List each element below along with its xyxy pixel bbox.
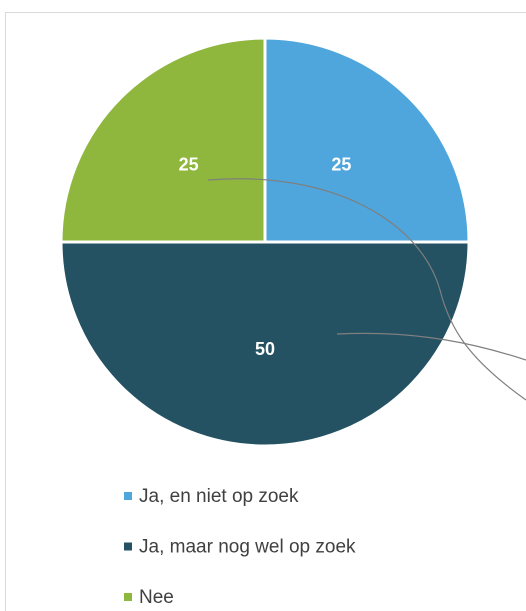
leader-line bbox=[336, 332, 526, 361]
data-label: 25 bbox=[331, 154, 351, 174]
legend-label: Ja, en niet op zoek bbox=[139, 486, 299, 507]
legend-label: Ja, maar nog wel op zoek bbox=[139, 537, 356, 558]
data-labels: 25 50 25 bbox=[179, 154, 352, 358]
pie-slice bbox=[59, 36, 267, 244]
legend-swatch bbox=[124, 593, 132, 601]
legend-swatch bbox=[124, 492, 132, 500]
pie-slice bbox=[263, 36, 471, 244]
pie bbox=[59, 36, 471, 448]
legend-swatch bbox=[124, 542, 132, 551]
legend-label: Nee bbox=[139, 587, 174, 608]
data-label: 50 bbox=[255, 339, 275, 359]
pie-slice bbox=[59, 240, 471, 448]
data-label: 25 bbox=[179, 154, 199, 174]
legend: Ja, en niet op zoek Ja, maar nog wel op z… bbox=[124, 486, 356, 608]
leader-line bbox=[207, 178, 526, 401]
